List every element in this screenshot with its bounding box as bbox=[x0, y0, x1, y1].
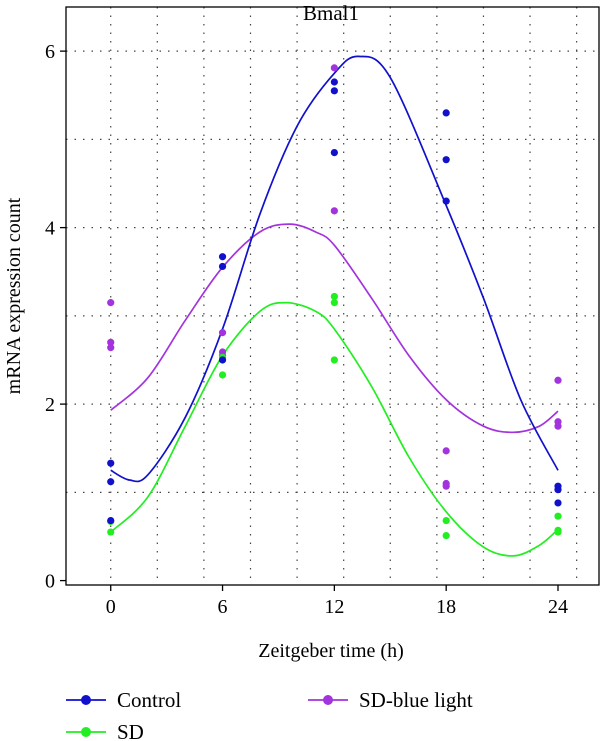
data-point-sd-blue-light bbox=[330, 64, 338, 72]
data-point-control bbox=[218, 253, 227, 261]
data-point-sd bbox=[107, 528, 115, 536]
y-tick-label: 2 bbox=[45, 394, 55, 416]
legend-label-sd-blue-light: SD-blue light bbox=[359, 688, 473, 712]
legend-label-sd: SD bbox=[117, 720, 144, 741]
data-point-control bbox=[107, 459, 115, 467]
data-point-sd-blue-light bbox=[554, 422, 562, 430]
y-axis-label: mRNA expression count bbox=[3, 197, 25, 394]
fit-curve-sd-blue-light bbox=[110, 223, 559, 434]
data-point-sd-blue-light bbox=[107, 299, 115, 307]
data-point-sd bbox=[330, 292, 338, 301]
data-point-sd bbox=[554, 512, 562, 520]
legend-item-sd-blue-light: SD-blue light bbox=[308, 688, 473, 712]
data-point-sd-blue-light bbox=[330, 207, 338, 215]
data-point-control bbox=[107, 478, 115, 486]
y-tick-label: 6 bbox=[45, 41, 55, 63]
legend-marker-control bbox=[81, 695, 91, 705]
data-point-control bbox=[442, 156, 450, 164]
x-tick-label: 12 bbox=[324, 596, 344, 618]
plot-frame bbox=[65, 6, 600, 586]
data-point-control bbox=[330, 149, 338, 157]
legend: Control SD SD-blue light bbox=[66, 688, 473, 741]
legend-marker-sd-blue-light bbox=[323, 695, 333, 705]
data-point-sd-blue-light bbox=[107, 344, 115, 352]
fit-curve-control bbox=[110, 55, 559, 483]
y-tick-label: 4 bbox=[45, 218, 55, 240]
data-point-sd bbox=[442, 531, 450, 540]
data-point-sd bbox=[554, 528, 562, 536]
data-point-control bbox=[442, 109, 450, 117]
data-point-control bbox=[442, 197, 450, 205]
x-axis-label: Zeitgeber time (h) bbox=[258, 640, 404, 662]
data-point-control bbox=[330, 78, 338, 86]
data-point-sd bbox=[442, 516, 450, 525]
legend-marker-sd bbox=[81, 727, 91, 737]
legend-item-control: Control bbox=[66, 688, 181, 712]
data-point-sd bbox=[218, 371, 227, 379]
data-point-control bbox=[107, 516, 115, 525]
data-point-control bbox=[218, 356, 227, 364]
y-tick-label: 0 bbox=[45, 571, 55, 593]
data-points bbox=[107, 64, 562, 540]
x-tick-label: 18 bbox=[436, 596, 456, 618]
data-point-sd-blue-light bbox=[442, 447, 450, 455]
x-tick-label: 24 bbox=[548, 596, 568, 618]
fit-curve-sd bbox=[110, 301, 559, 557]
data-point-sd bbox=[330, 356, 338, 364]
grid bbox=[66, 7, 599, 585]
x-tick-label: 0 bbox=[106, 596, 116, 618]
data-point-sd bbox=[330, 299, 338, 307]
data-point-sd-blue-light bbox=[107, 338, 115, 346]
legend-label-control: Control bbox=[117, 688, 181, 712]
data-point-control bbox=[218, 262, 227, 271]
legend-item-sd: SD bbox=[66, 720, 144, 741]
x-tick-label: 6 bbox=[218, 596, 228, 618]
data-point-control bbox=[330, 87, 338, 95]
fit-curves bbox=[110, 55, 559, 557]
data-point-sd-blue-light bbox=[218, 329, 227, 337]
data-point-sd-blue-light bbox=[554, 376, 562, 384]
data-point-control bbox=[554, 486, 562, 494]
data-point-control bbox=[554, 499, 562, 507]
data-point-sd-blue-light bbox=[442, 482, 450, 490]
chart-title: Bmal1 bbox=[303, 1, 359, 25]
